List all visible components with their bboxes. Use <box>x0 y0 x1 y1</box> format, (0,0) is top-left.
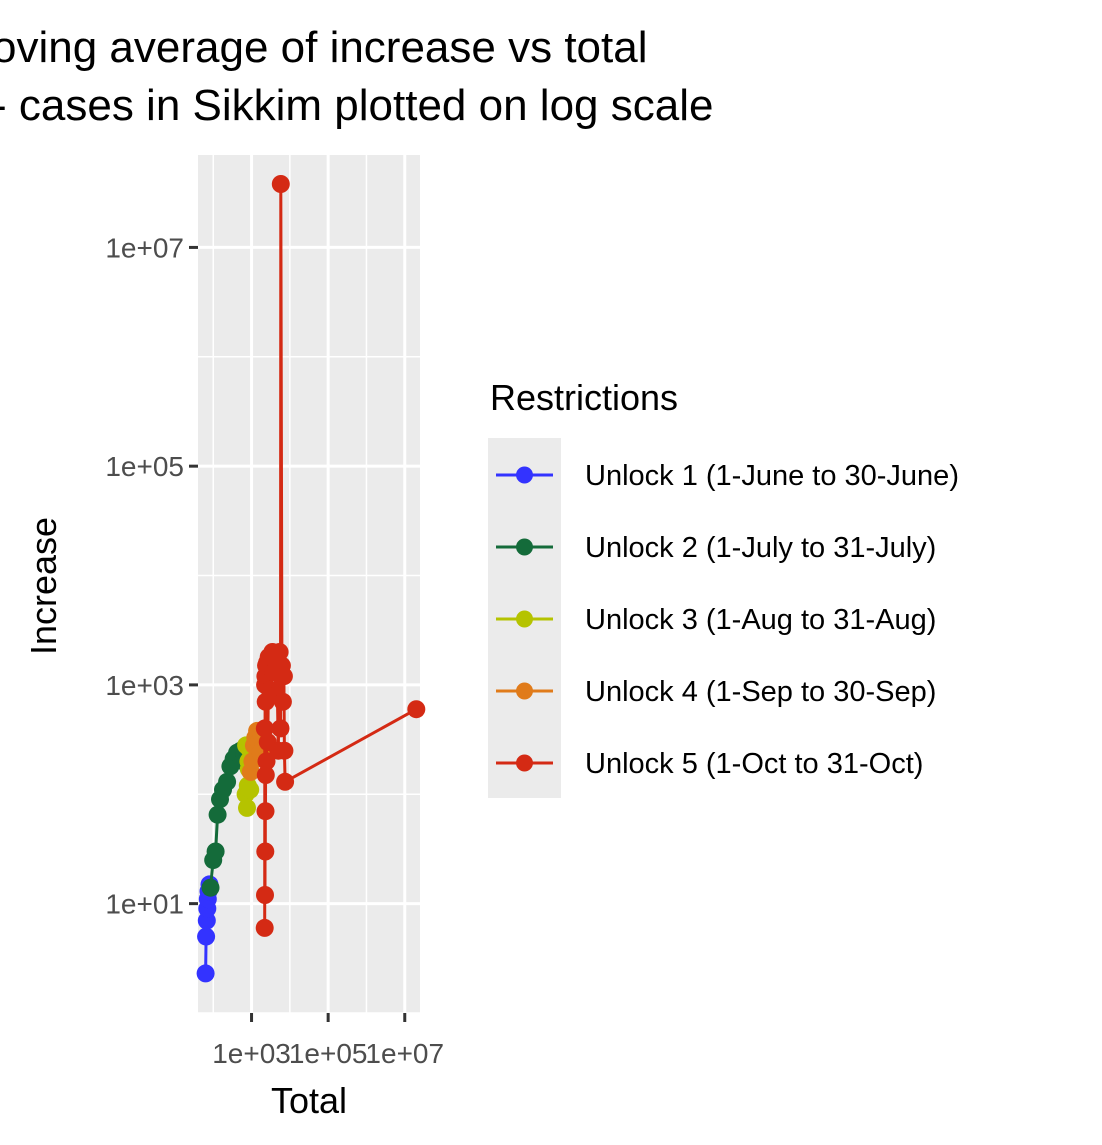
plot-panel <box>198 155 420 1013</box>
data-point <box>271 719 290 738</box>
data-point <box>197 927 216 946</box>
legend-item-3: Unlock 3 (1-Aug to 31-Aug) <box>496 604 936 636</box>
y-axis-tick-label: 1e+07 <box>105 232 184 263</box>
data-point <box>241 780 260 799</box>
data-point <box>276 772 295 791</box>
data-point <box>407 700 426 719</box>
legend-key-point <box>516 754 533 772</box>
chart-title-line-1: oving average of increase vs total <box>0 23 648 72</box>
x-axis-tick-label: 1e+05 <box>289 1038 368 1069</box>
legend-label: Unlock 3 (1-Aug to 31-Aug) <box>585 604 936 636</box>
data-point <box>255 719 274 738</box>
y-axis-tick-label: 1e+01 <box>105 889 184 920</box>
legend-label: Unlock 1 (1-June to 30-June) <box>585 460 959 492</box>
data-point <box>271 175 290 193</box>
legend-key-point <box>516 610 533 628</box>
legend-key-point <box>516 538 533 556</box>
legend-label: Unlock 2 (1-July to 31-July) <box>585 532 936 564</box>
legend-item-5: Unlock 5 (1-Oct to 31-Oct) <box>496 748 923 780</box>
series-layer <box>196 175 426 983</box>
x-axis-tick-label: 1e+07 <box>365 1038 444 1069</box>
data-point <box>270 643 289 661</box>
y-axis-title: Increase <box>23 517 64 655</box>
data-point <box>256 842 275 861</box>
data-point <box>256 886 274 904</box>
y-axis: 1e+01 1e+03 1e+05 1e+07 <box>105 232 198 920</box>
grid-major <box>198 155 420 1013</box>
data-point <box>208 805 227 824</box>
legend-label: Unlock 5 (1-Oct to 31-Oct) <box>585 748 923 780</box>
legend: Unlock 1 (1-June to 30-June) Unlock 2 (1-… <box>496 460 959 780</box>
legend-item-4: Unlock 4 (1-Sep to 30-Sep) <box>496 676 936 708</box>
legend-title: Restrictions <box>490 377 678 418</box>
data-point <box>255 918 274 937</box>
y-axis-tick-label: 1e+05 <box>105 451 184 482</box>
series-5 <box>255 175 426 937</box>
data-point <box>206 842 225 861</box>
x-axis-title: Total <box>271 1080 347 1121</box>
legend-key-point <box>516 466 533 484</box>
legend-item-1: Unlock 1 (1-June to 30-June) <box>496 460 959 492</box>
data-point <box>196 964 215 983</box>
y-axis-tick-label: 1e+03 <box>105 670 184 701</box>
data-point <box>275 741 294 760</box>
data-point <box>238 798 256 817</box>
data-point <box>257 752 276 771</box>
data-point <box>273 692 292 711</box>
legend-key-point <box>516 682 533 700</box>
data-point <box>256 766 275 784</box>
legend-item-2: Unlock 2 (1-July to 31-July) <box>496 532 936 564</box>
chart-title-line-2: - cases in Sikkim plotted on log scale <box>0 81 713 130</box>
data-point <box>256 802 275 821</box>
data-point <box>274 667 293 686</box>
data-point <box>218 772 237 791</box>
x-axis-tick-label: 1e+03 <box>212 1038 291 1069</box>
legend-label: Unlock 4 (1-Sep to 30-Sep) <box>585 676 936 708</box>
data-point <box>201 878 220 897</box>
